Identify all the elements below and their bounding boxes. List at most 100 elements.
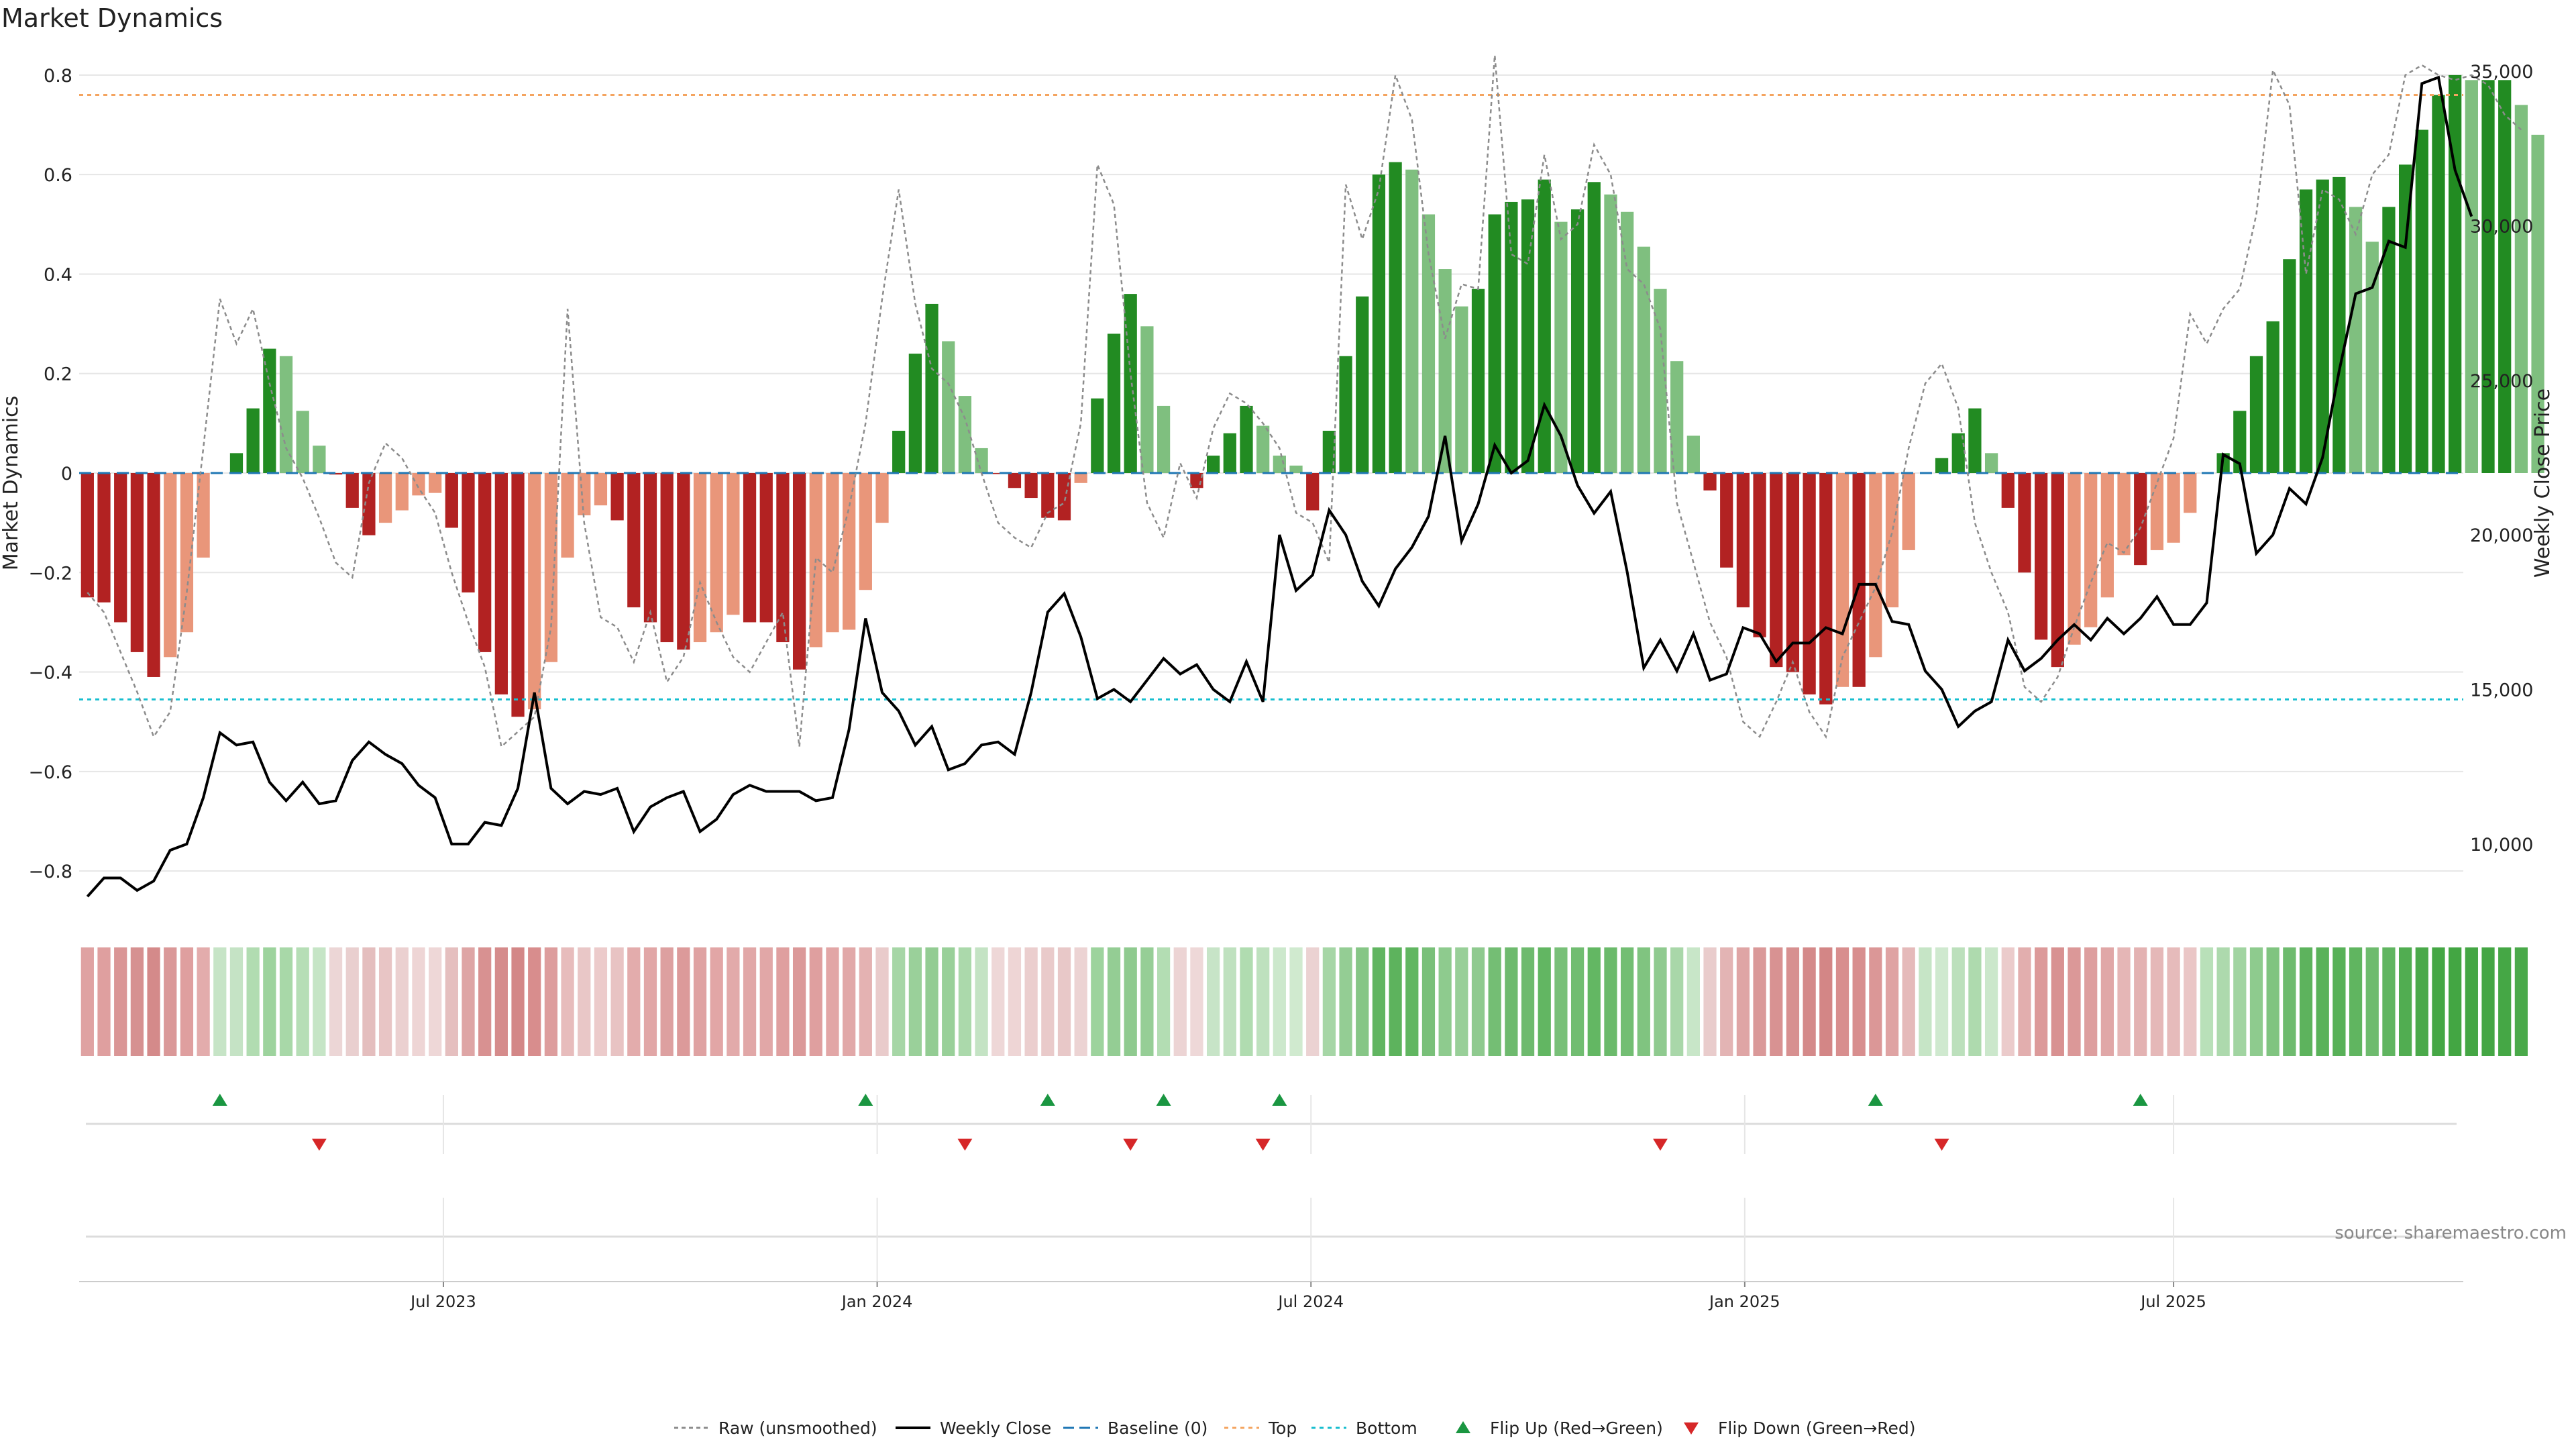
strip-cell-0 [80,947,94,1056]
bar-week-123 [2117,473,2131,556]
raw-unsmoothed-line [87,55,2522,749]
strip-cell-2 [114,947,127,1056]
bar-week-104 [1803,473,1816,694]
strip-cell-84 [1471,947,1485,1056]
strip-cell-60 [1074,947,1087,1056]
strip-cell-142 [2432,947,2445,1056]
bar-week-145 [2481,80,2495,473]
flip-down-marker-week-53 [957,1139,973,1151]
bar-week-69 [1223,433,1236,473]
strip-cell-25 [494,947,508,1056]
bar-week-83 [1455,306,1468,473]
strip-cell-104 [1803,947,1816,1056]
strip-cell-16 [345,947,359,1056]
bar-week-73 [1289,465,1303,473]
bar-week-118 [2035,473,2048,640]
strip-cell-58 [1041,947,1055,1056]
strip-cell-11 [263,947,276,1056]
flip-up-marker-week-8 [212,1094,227,1106]
bar-week-58 [1041,473,1055,518]
strip-cell-67 [1190,947,1203,1056]
bar-week-47 [859,473,872,590]
bar-week-33 [627,473,641,608]
strip-cell-111 [1919,947,1932,1056]
bar-week-54 [975,448,988,473]
date-axis: Jul 2023 Jan 2024 Jul 2024 Jan 2025 Jul 2025 [79,1095,2463,1311]
bar-week-140 [2398,164,2412,473]
strip-cell-138 [2365,947,2379,1056]
legend-label-flip_down: Flip Down (Green→Red) [1718,1418,1916,1438]
strip-cell-38 [710,947,723,1056]
strip-cell-59 [1057,947,1071,1056]
bar-week-60 [1074,473,1087,483]
bar-week-28 [544,473,558,662]
right-tick-label: 35,000 [2470,62,2533,83]
source-label: source: sharemaestro.com [2334,1223,2567,1243]
bar-week-5 [164,473,177,658]
strip-cell-48 [875,947,889,1056]
strip-cell-69 [1223,947,1236,1056]
bar-week-12 [279,356,293,473]
strip-cell-88 [1538,947,1551,1056]
bar-week-10 [246,408,260,473]
bar-week-98 [1703,473,1717,490]
strip-cell-14 [313,947,326,1056]
bar-week-37 [693,473,707,643]
bar-week-106 [1835,473,1849,687]
bar-week-100 [1736,473,1750,608]
bar-week-18 [378,473,392,523]
bar-week-6 [180,473,194,633]
bar-week-93 [1621,211,1634,473]
strip-cell-114 [1968,947,1982,1056]
strip-cell-46 [843,947,856,1056]
bar-week-49 [892,430,906,473]
strip-cell-105 [1819,947,1833,1056]
bar-week-9 [229,453,244,473]
bar-week-94 [1637,246,1650,473]
strip-cell-139 [2382,947,2396,1056]
bar-week-117 [2018,473,2031,573]
bar-week-77 [1356,296,1369,473]
strip-cell-39 [727,947,740,1056]
strip-cell-102 [1770,947,1783,1056]
axes: 0.8 0.6 0.4 0.2 0 −0.2 −0.4 −0.6 −0.8 35,000 30,00… [28,62,2533,882]
strip-cell-109 [1885,947,1899,1056]
strip-cell-12 [279,947,293,1056]
bar-week-75 [1322,430,1336,473]
bar-week-92 [1604,194,1617,473]
strip-cell-136 [2332,947,2346,1056]
bar-week-81 [1421,214,1436,473]
bar-week-63 [1124,294,1137,473]
bar-week-55 [991,473,1005,474]
bar-week-142 [2432,95,2445,473]
bar-week-61 [1091,398,1104,473]
bar-week-79 [1389,162,1402,473]
strip-cell-123 [2117,947,2131,1056]
strip-cell-65 [1157,947,1171,1056]
bar-week-135 [2316,179,2329,473]
strip-cell-74 [1306,947,1320,1056]
left-tick-label: −0.2 [28,563,72,584]
bar-week-52 [942,341,955,473]
flip-up-marker-week-124 [2133,1094,2148,1106]
legend: Raw (unsmoothed) Weekly Close Baseline (0)… [674,1418,1916,1438]
y-axis-label-left: Market Dynamics [0,396,23,571]
strip-cell-76 [1339,947,1352,1056]
strip-cell-30 [578,947,591,1056]
strip-cell-3 [130,947,144,1056]
strip-cell-7 [197,947,210,1056]
strip-cell-10 [246,947,260,1056]
bar-week-90 [1570,209,1585,473]
bar-week-31 [594,473,608,506]
strip-cell-55 [991,947,1005,1056]
strip-cell-146 [2498,947,2512,1056]
strip-cell-89 [1554,947,1568,1056]
strip-cell-93 [1621,947,1634,1056]
strip-cell-91 [1587,947,1601,1056]
strip-cell-49 [892,947,906,1056]
left-tick-label: 0.6 [44,165,72,186]
bar-week-137 [2349,207,2363,473]
strip-cell-118 [2035,947,2048,1056]
bar-week-17 [362,473,376,535]
bar-week-64 [1140,326,1154,473]
